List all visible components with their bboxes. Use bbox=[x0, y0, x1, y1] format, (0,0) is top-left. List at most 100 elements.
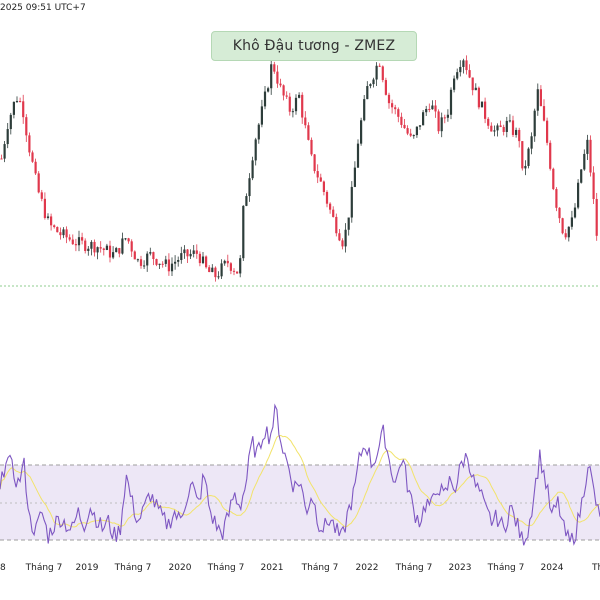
candle-body bbox=[341, 240, 344, 247]
candle-body bbox=[242, 205, 245, 259]
candle-body bbox=[561, 218, 564, 234]
candle-body bbox=[425, 108, 428, 113]
candle-body bbox=[397, 109, 400, 117]
candle-body bbox=[236, 271, 239, 274]
candle-body bbox=[592, 172, 595, 199]
candle-body bbox=[484, 101, 487, 119]
candle-body bbox=[422, 112, 425, 126]
candle-body bbox=[15, 101, 19, 103]
candle-body bbox=[149, 252, 152, 254]
candle-body bbox=[146, 253, 149, 266]
candle-body bbox=[310, 139, 313, 155]
candle-body bbox=[223, 260, 226, 264]
candle-body bbox=[313, 154, 316, 172]
candle-body bbox=[570, 217, 573, 227]
candle-body bbox=[384, 80, 387, 95]
candle-body bbox=[174, 261, 177, 264]
candle-body bbox=[378, 65, 381, 67]
candle-body bbox=[511, 120, 515, 135]
candle-body bbox=[462, 60, 465, 67]
candle-body bbox=[87, 248, 90, 251]
candle-body bbox=[533, 110, 536, 137]
x-tick-label: 2019 bbox=[76, 563, 99, 573]
candle-body bbox=[282, 85, 285, 96]
candle-body bbox=[158, 263, 161, 265]
candle-body bbox=[372, 79, 375, 85]
candle-body bbox=[170, 263, 174, 272]
candle-body bbox=[387, 94, 391, 104]
candle-body bbox=[552, 168, 555, 190]
candle-body bbox=[363, 99, 366, 121]
candle-body bbox=[59, 232, 62, 236]
candle-body bbox=[226, 260, 229, 264]
candle-body bbox=[406, 128, 409, 134]
candle-body bbox=[270, 64, 273, 89]
candle-body bbox=[329, 203, 332, 210]
candle-body bbox=[102, 248, 105, 250]
candle-body bbox=[136, 259, 139, 261]
candle-body bbox=[353, 167, 356, 187]
candle-body bbox=[108, 245, 112, 258]
candle-body bbox=[115, 248, 118, 253]
candle-body bbox=[273, 64, 276, 72]
candle-body bbox=[155, 259, 158, 265]
candle-body bbox=[81, 237, 84, 241]
candle-body bbox=[434, 105, 437, 112]
candle-body bbox=[3, 144, 6, 159]
candle-body bbox=[201, 256, 205, 264]
candle-body bbox=[112, 252, 115, 258]
candle-body bbox=[319, 177, 322, 182]
candle-body bbox=[183, 249, 186, 254]
candle-body bbox=[254, 139, 257, 161]
candle-body bbox=[25, 117, 28, 136]
candle-body bbox=[220, 263, 223, 277]
candle-body bbox=[232, 270, 236, 272]
candle-body bbox=[40, 192, 43, 199]
candle-body bbox=[394, 107, 397, 110]
candle-body bbox=[260, 106, 263, 125]
candle-body bbox=[285, 95, 288, 97]
candle-body bbox=[68, 237, 71, 240]
chart-title: Khô Đậu tương - ZMEZ bbox=[232, 38, 396, 54]
candle-body bbox=[229, 263, 232, 271]
candle-body bbox=[316, 171, 319, 178]
candle-body bbox=[350, 186, 353, 218]
candle-body bbox=[335, 216, 338, 234]
candle-body bbox=[322, 181, 325, 192]
candle-body bbox=[12, 101, 15, 115]
candle-body bbox=[366, 86, 369, 100]
candle-body bbox=[9, 114, 12, 130]
candle-body bbox=[74, 244, 77, 246]
candle-body bbox=[90, 241, 93, 249]
candle-body bbox=[195, 250, 198, 254]
candle-body bbox=[167, 259, 170, 272]
candle-body bbox=[276, 71, 279, 84]
x-tick-label: Tháng 7 bbox=[207, 563, 245, 573]
candle-body bbox=[564, 233, 567, 238]
candle-body bbox=[211, 267, 214, 273]
candle-body bbox=[415, 126, 418, 136]
candle-body bbox=[56, 227, 59, 233]
x-tick-label: Tháng 7 bbox=[395, 563, 433, 573]
chart-timestamp: 2025 09:51 UTC+7 bbox=[0, 3, 86, 13]
candle-body bbox=[595, 198, 598, 236]
candle-body bbox=[477, 87, 480, 108]
x-tick-label: Tháng 7 bbox=[487, 563, 525, 573]
candle-body bbox=[453, 78, 456, 90]
candle-body bbox=[412, 135, 415, 137]
candle-body bbox=[304, 117, 307, 126]
candle-body bbox=[459, 66, 462, 73]
candle-body bbox=[474, 87, 477, 91]
candle-body bbox=[279, 83, 282, 86]
candle-body bbox=[291, 111, 294, 113]
candle-body bbox=[360, 120, 363, 144]
chart-title-box: Khô Đậu tương - ZMEZ bbox=[211, 31, 417, 61]
candle-body bbox=[294, 97, 298, 112]
candle-body bbox=[325, 191, 329, 204]
candle-body bbox=[381, 66, 384, 81]
candle-body bbox=[186, 249, 189, 257]
candle-body bbox=[77, 237, 81, 246]
candle-body bbox=[43, 198, 46, 218]
candle-body bbox=[428, 108, 431, 110]
